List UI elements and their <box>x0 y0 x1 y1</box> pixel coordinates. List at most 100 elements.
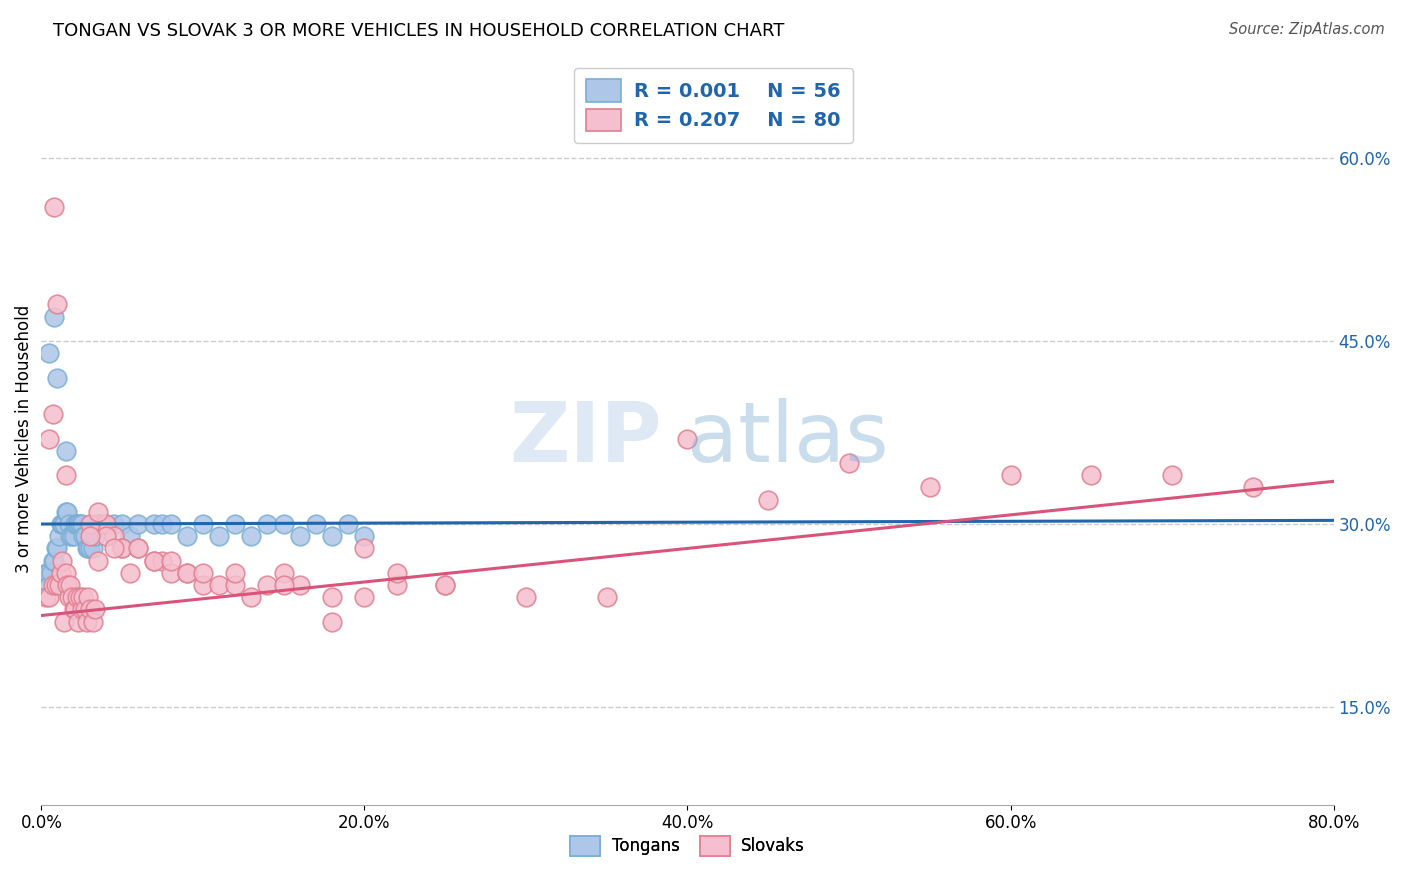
Point <box>838 456 860 470</box>
Point <box>434 578 457 592</box>
Point <box>224 516 246 531</box>
Point <box>152 554 174 568</box>
Point <box>67 615 90 629</box>
Point <box>69 591 91 605</box>
Point <box>46 370 69 384</box>
Point <box>45 578 67 592</box>
Point <box>79 602 101 616</box>
Point <box>55 468 77 483</box>
Point <box>1080 468 1102 483</box>
Point <box>103 529 125 543</box>
Point <box>82 541 104 556</box>
Point <box>73 602 96 616</box>
Point <box>1161 468 1184 483</box>
Point <box>385 566 408 580</box>
Point <box>434 578 457 592</box>
Point <box>48 529 70 543</box>
Text: Source: ZipAtlas.com: Source: ZipAtlas.com <box>1229 22 1385 37</box>
Point <box>918 480 941 494</box>
Legend: R = 0.001    N = 56, R = 0.207    N = 80: R = 0.001 N = 56, R = 0.207 N = 80 <box>574 68 852 143</box>
Point <box>321 615 343 629</box>
Point <box>159 566 181 580</box>
Point <box>321 529 343 543</box>
Point <box>159 554 181 568</box>
Point <box>111 541 134 556</box>
Point <box>143 554 166 568</box>
Point <box>77 591 100 605</box>
Point <box>49 516 72 531</box>
Point <box>59 578 82 592</box>
Point <box>756 492 779 507</box>
Point <box>44 200 66 214</box>
Point <box>35 566 58 580</box>
Point <box>143 516 166 531</box>
Point <box>38 346 60 360</box>
Point <box>41 578 63 592</box>
Text: atlas: atlas <box>688 398 889 479</box>
Point <box>79 529 101 543</box>
Point <box>46 297 69 311</box>
Point <box>46 541 69 556</box>
Point <box>83 602 105 616</box>
Point <box>208 578 231 592</box>
Point <box>51 516 73 531</box>
Point <box>273 566 295 580</box>
Point <box>256 578 278 592</box>
Point <box>82 615 104 629</box>
Point <box>191 578 214 592</box>
Point <box>90 516 112 531</box>
Point <box>305 516 328 531</box>
Point <box>87 516 110 531</box>
Point <box>111 541 134 556</box>
Point <box>176 529 198 543</box>
Point <box>87 505 110 519</box>
Point <box>49 566 72 580</box>
Point <box>58 516 80 531</box>
Point <box>224 578 246 592</box>
Point <box>48 578 70 592</box>
Point <box>191 516 214 531</box>
Point <box>94 529 117 543</box>
Point <box>58 591 80 605</box>
Point <box>76 615 98 629</box>
Point <box>45 541 67 556</box>
Point <box>56 578 79 592</box>
Point <box>273 578 295 592</box>
Point <box>41 554 63 568</box>
Point <box>321 591 343 605</box>
Point <box>191 566 214 580</box>
Point <box>256 516 278 531</box>
Point <box>273 516 295 531</box>
Point <box>176 566 198 580</box>
Point <box>143 554 166 568</box>
Point <box>66 591 89 605</box>
Point <box>208 529 231 543</box>
Point <box>127 541 149 556</box>
Point <box>44 554 66 568</box>
Point <box>94 516 117 531</box>
Point <box>67 516 90 531</box>
Point <box>90 516 112 531</box>
Point <box>385 578 408 592</box>
Point <box>1000 468 1022 483</box>
Point <box>79 541 101 556</box>
Point <box>55 566 77 580</box>
Point <box>103 516 125 531</box>
Point <box>52 516 75 531</box>
Point <box>337 516 360 531</box>
Text: ZIP: ZIP <box>509 398 662 479</box>
Point <box>72 529 94 543</box>
Point <box>70 516 93 531</box>
Point <box>72 591 94 605</box>
Point <box>41 407 63 421</box>
Point <box>103 541 125 556</box>
Point <box>111 516 134 531</box>
Point <box>353 591 375 605</box>
Point <box>288 529 311 543</box>
Point <box>120 566 142 580</box>
Point <box>51 554 73 568</box>
Point <box>38 591 60 605</box>
Point <box>515 591 537 605</box>
Point <box>73 529 96 543</box>
Point <box>79 516 101 531</box>
